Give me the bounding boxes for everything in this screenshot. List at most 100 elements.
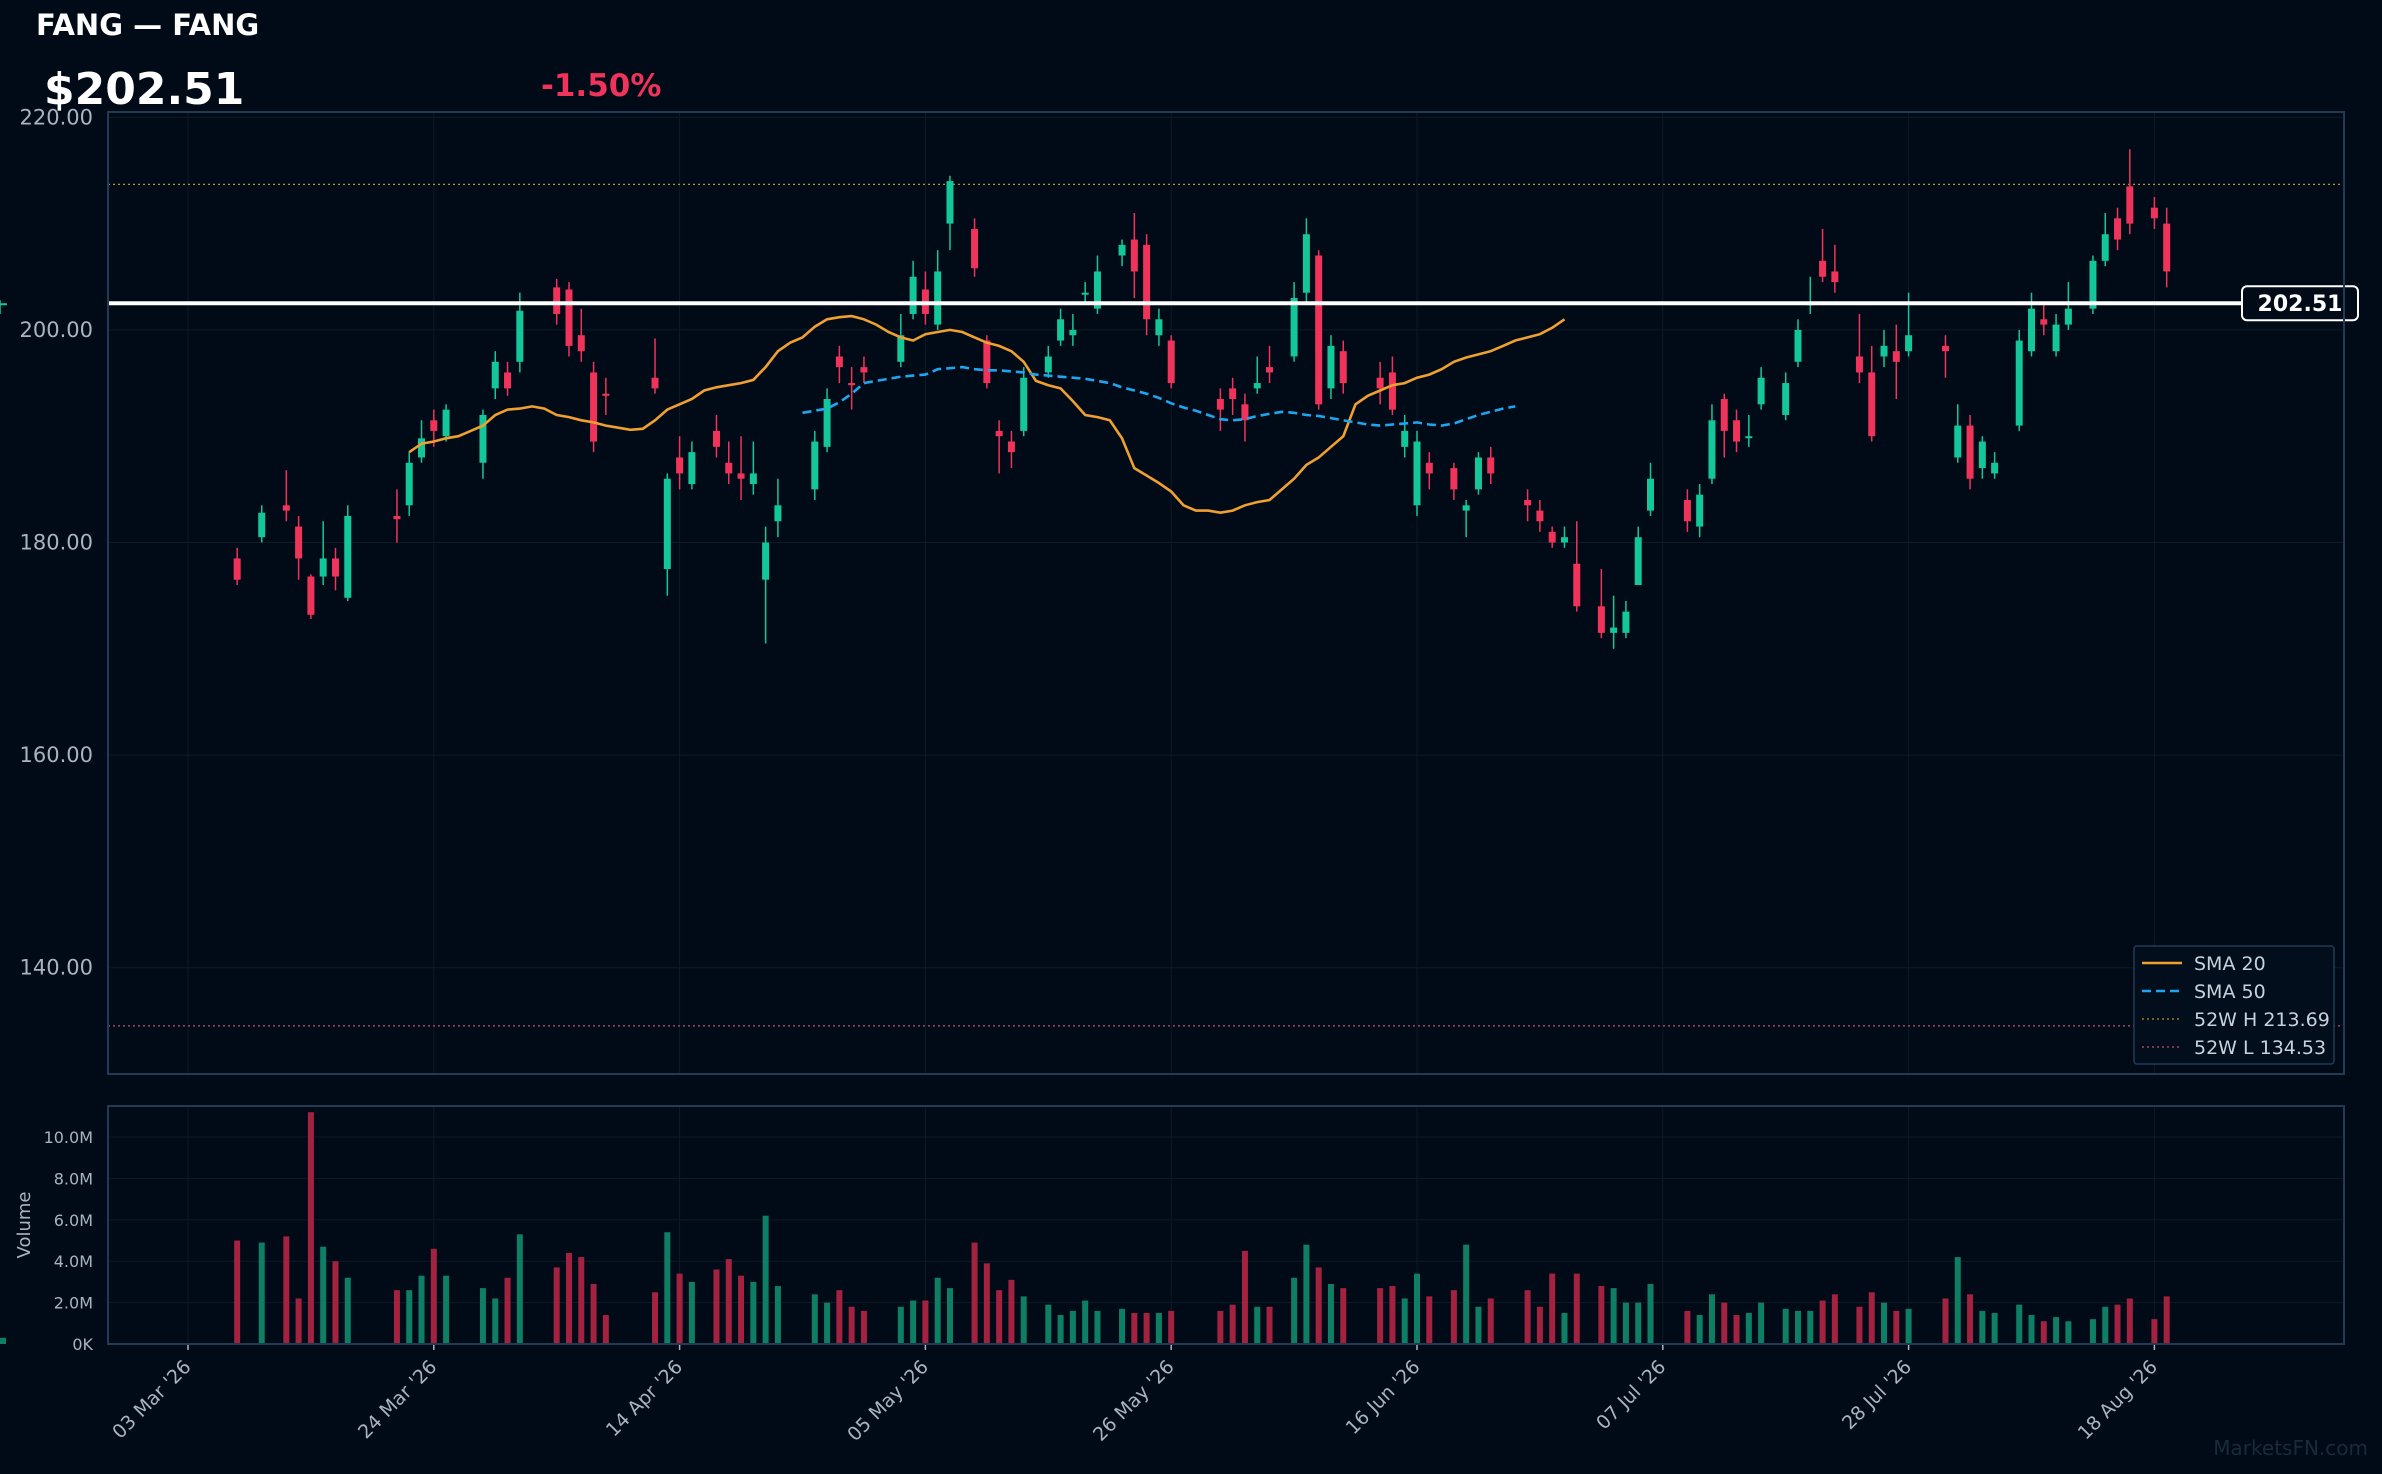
date-tick-label: 14 Apr '26 bbox=[602, 1356, 687, 1441]
volume-bar bbox=[406, 1290, 413, 1344]
candle-body bbox=[2015, 340, 2023, 426]
volume-bar bbox=[774, 1286, 781, 1344]
candle-body bbox=[1880, 345, 1888, 357]
candle-body bbox=[1733, 420, 1741, 442]
candle-body bbox=[676, 457, 684, 474]
volume-bar bbox=[2114, 1304, 2121, 1344]
candle-body bbox=[897, 335, 905, 362]
volume-bar bbox=[1463, 1244, 1470, 1344]
price-tick-label: 180.00 bbox=[20, 531, 93, 555]
volume-bar bbox=[946, 1288, 953, 1344]
candle-body bbox=[823, 399, 831, 447]
candle-body bbox=[1487, 457, 1495, 474]
volume-bar bbox=[922, 1300, 929, 1344]
candle-body bbox=[1634, 537, 1642, 586]
candle-body bbox=[737, 473, 745, 479]
volume-bar bbox=[307, 1112, 314, 1344]
date-tick-label: 03 Mar '26 bbox=[108, 1356, 195, 1443]
volume-bar bbox=[1696, 1315, 1703, 1344]
volume-bar bbox=[332, 1261, 339, 1344]
volume-bar bbox=[578, 1257, 585, 1344]
price-axis-ticks: 140.00 160.00 180.00 200.00 220.00 bbox=[20, 105, 93, 979]
candle-body bbox=[1819, 260, 1827, 277]
candle-body bbox=[1143, 244, 1151, 320]
date-tick-label: 16 Jun '26 bbox=[1342, 1356, 1425, 1439]
volume-bar bbox=[258, 1242, 265, 1344]
volume-bar bbox=[1635, 1302, 1642, 1344]
candle-body bbox=[1155, 319, 1163, 336]
date-axis-ticks: 03 Mar '26 24 Mar '26 14 Apr '26 05 May '26… bbox=[108, 1344, 2162, 1446]
volume-bar bbox=[2053, 1317, 2060, 1344]
volume-bar bbox=[1303, 1244, 1310, 1344]
candle-body bbox=[1388, 372, 1396, 410]
volume-bar bbox=[1856, 1306, 1863, 1344]
volume-bar bbox=[283, 1236, 290, 1344]
volume-bar bbox=[553, 1267, 560, 1344]
candle-body bbox=[1794, 329, 1802, 362]
volume-bar bbox=[1967, 1294, 1974, 1344]
volume-bar bbox=[320, 1246, 327, 1344]
volume-tick-label: 0K bbox=[72, 1335, 93, 1354]
candle-body bbox=[1413, 441, 1421, 506]
candle-body bbox=[1696, 494, 1704, 527]
candle-body bbox=[1376, 377, 1384, 389]
candle-body bbox=[2150, 207, 2158, 219]
volume-bar bbox=[1143, 1312, 1150, 1344]
candle-body bbox=[1081, 292, 1089, 295]
candle-body bbox=[405, 462, 413, 506]
volume-bar bbox=[1241, 1250, 1248, 1344]
volume-bar bbox=[1708, 1294, 1715, 1344]
date-tick-label: 18 Aug '26 bbox=[2074, 1356, 2162, 1444]
volume-bar bbox=[652, 1292, 659, 1344]
date-tick-label: 07 Jul '26 bbox=[1592, 1356, 1670, 1434]
volume-bar bbox=[344, 1277, 351, 1344]
candle-body bbox=[442, 409, 450, 437]
candle-body bbox=[835, 356, 843, 368]
volume-bar bbox=[1524, 1290, 1531, 1344]
volume-bar bbox=[1254, 1306, 1261, 1344]
volume-bar bbox=[1868, 1292, 1875, 1344]
candle-body bbox=[1118, 244, 1126, 256]
volume-bar bbox=[1622, 1302, 1629, 1344]
volume-bar bbox=[1647, 1283, 1654, 1344]
candles bbox=[0, 149, 2171, 649]
volume-bar bbox=[1315, 1267, 1322, 1344]
candle-body bbox=[1868, 372, 1876, 437]
date-tick-label: 24 Mar '26 bbox=[354, 1356, 441, 1443]
candle-body bbox=[1093, 271, 1101, 309]
price-change: -1.50% bbox=[541, 68, 662, 104]
candle-body bbox=[1954, 425, 1962, 458]
candle-body bbox=[418, 438, 426, 458]
candle-body bbox=[1905, 335, 1913, 352]
candle-body bbox=[1831, 271, 1839, 283]
volume-bar bbox=[1401, 1298, 1408, 1344]
candle-body bbox=[2114, 218, 2122, 240]
legend-label: 52W L 134.53 bbox=[2194, 1037, 2326, 1059]
candle-body bbox=[971, 228, 979, 269]
candle-body bbox=[2163, 223, 2171, 272]
candle-body bbox=[344, 515, 352, 598]
volume-bar bbox=[1733, 1315, 1740, 1344]
volume-bar bbox=[1229, 1304, 1236, 1344]
price-tick-label: 200.00 bbox=[20, 318, 93, 342]
volume-bar bbox=[1155, 1312, 1162, 1344]
candle-body bbox=[1524, 499, 1532, 506]
volume-axis-ticks: 0K 2.0M 4.0M 6.0M 8.0M 10.0M bbox=[44, 1128, 94, 1354]
volume-bar bbox=[1610, 1288, 1617, 1344]
candle-body bbox=[1708, 420, 1716, 479]
candle-body bbox=[577, 335, 585, 352]
volume-bar bbox=[2028, 1315, 2035, 1344]
candle-body bbox=[1647, 478, 1655, 511]
candle-body bbox=[1266, 367, 1274, 373]
volume-tick-label: 2.0M bbox=[54, 1294, 93, 1313]
volume-bar bbox=[1942, 1298, 1949, 1344]
legend-label: SMA 20 bbox=[2194, 953, 2266, 975]
candle-body bbox=[1757, 377, 1765, 405]
volume-bar bbox=[1414, 1273, 1420, 1344]
candle-body bbox=[1462, 505, 1470, 511]
candle-body bbox=[860, 367, 868, 373]
volume-bar bbox=[1549, 1273, 1556, 1344]
volume-bar bbox=[2065, 1321, 2072, 1344]
candle-body bbox=[1892, 351, 1900, 362]
volume-panel-frame bbox=[107, 1105, 2345, 1345]
